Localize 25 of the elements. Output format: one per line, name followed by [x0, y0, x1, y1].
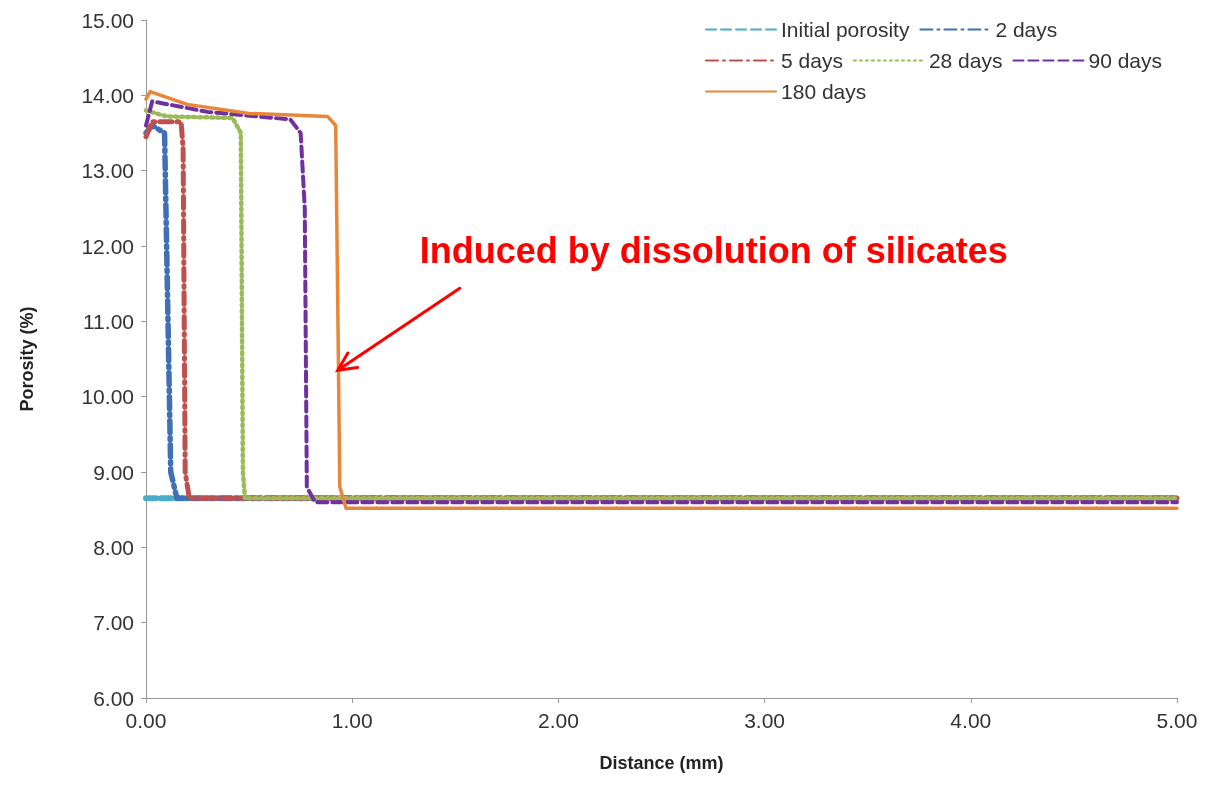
y-tick-label: 13.00 — [81, 159, 134, 183]
x-tick-label: 5.00 — [1156, 709, 1198, 732]
y-tick-label: 6.00 — [93, 686, 134, 710]
x-tick-label: 1.00 — [331, 709, 373, 732]
legend-label: 28 days — [928, 49, 1003, 72]
legend-label: Initial porosity — [781, 18, 910, 41]
y-tick-label: 14.00 — [81, 83, 134, 107]
legend-label: 5 days — [781, 49, 843, 72]
y-tick-label: 7.00 — [93, 611, 134, 635]
y-tick-label: 10.00 — [81, 385, 134, 409]
y-tick-label: 15.00 — [81, 8, 134, 32]
x-tick-label: 2.00 — [537, 709, 579, 732]
annotation: Induced by dissolution of silicates — [419, 230, 1008, 273]
y-tick-label: 8.00 — [93, 535, 134, 559]
y-tick-label: 9.00 — [93, 460, 134, 484]
legend-label: 2 days — [995, 18, 1058, 41]
y-tick-label: 12.00 — [81, 234, 134, 258]
legend-label: 180 days — [781, 80, 867, 103]
y-tick-label: 11.00 — [83, 309, 134, 333]
legend-label: 90 days — [1088, 49, 1163, 72]
x-tick-label: 3.00 — [744, 709, 786, 732]
x-tick-label: 4.00 — [950, 709, 992, 732]
x-axis-title: Distance (mm) — [599, 753, 724, 773]
x-tick-label: 0.00 — [125, 709, 167, 732]
y-axis-title: Porosity (%) — [17, 306, 37, 412]
